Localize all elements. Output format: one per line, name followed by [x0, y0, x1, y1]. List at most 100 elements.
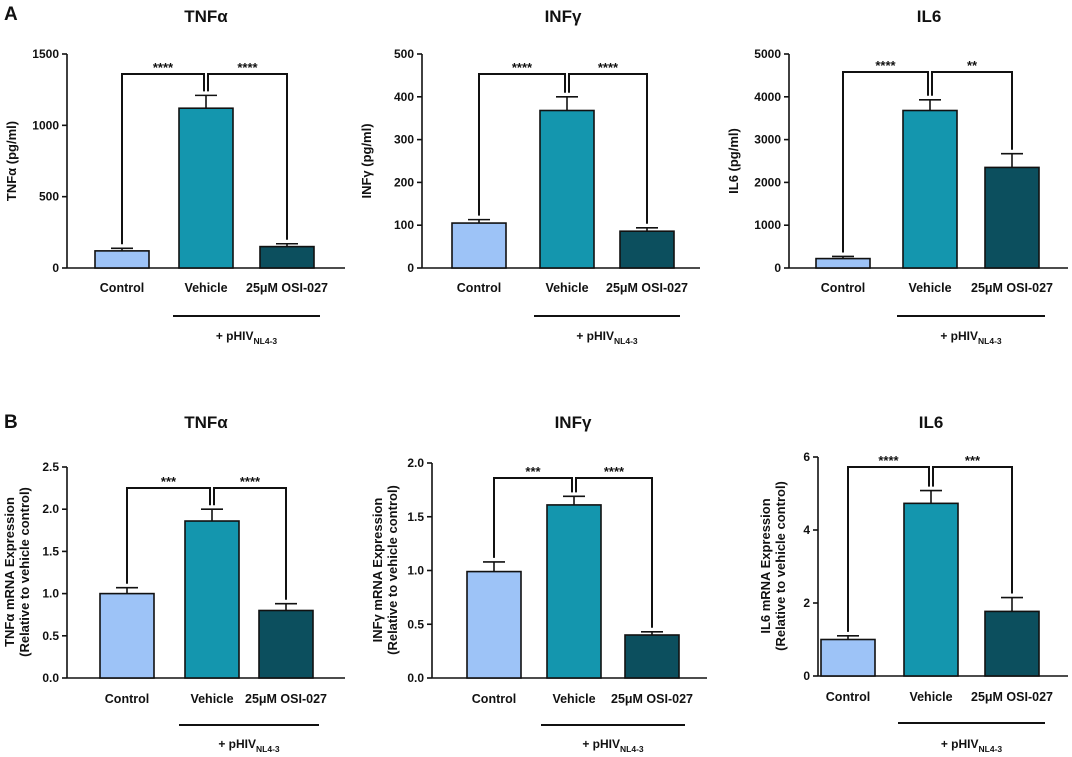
significance-label: **** [153, 60, 174, 75]
y-tick-label: 0.5 [42, 629, 59, 643]
significance-label: *** [965, 453, 981, 468]
y-tick-label: 5000 [754, 47, 781, 61]
y-axis-label-line: TNFα (pg/ml) [4, 121, 19, 201]
y-tick-label: 2000 [754, 175, 781, 189]
category-label: Control [105, 692, 149, 706]
y-axis-label-line: (Relative to vehicle control) [17, 487, 32, 657]
bar-2 [984, 166, 1040, 269]
chart-title: INFγ [545, 7, 582, 26]
category-label: Vehicle [184, 281, 227, 295]
treatment-prefix: + pHIV [218, 737, 256, 751]
significance-bracket [126, 487, 211, 584]
bar-0 [820, 638, 876, 677]
chart-5: INFγ INFγ mRNA Expression(Relative to veh… [370, 413, 707, 754]
chart-title: TNFα [184, 413, 228, 432]
y-tick-label: 0.0 [42, 671, 59, 685]
y-tick-label: 2.0 [42, 502, 59, 516]
y-tick-label: 100 [394, 218, 414, 232]
bar-2 [619, 230, 675, 269]
treatment-label: + pHIVNL4-3 [582, 737, 644, 754]
chart-2: INFγ INFγ (pg/ml) 0 100 200 300 400 500 Control V… [359, 7, 700, 346]
y-axis-label: INFγ mRNA Expression(Relative to vehicle… [370, 485, 400, 655]
y-axis-label: INFγ (pg/ml) [359, 123, 374, 198]
y-tick-label: 4 [803, 523, 810, 537]
treatment-subscript: NL4-3 [979, 744, 1003, 754]
treatment-prefix: + pHIV [582, 737, 620, 751]
y-tick-label: 0.5 [407, 617, 424, 631]
significance-bracket [847, 466, 930, 632]
bar-2 [984, 610, 1040, 677]
significance-label: **** [604, 464, 625, 479]
panel-letter-a: A [4, 4, 18, 25]
y-axis-label: IL6 mRNA Expression(Relative to vehicle … [758, 481, 788, 651]
significance-label: **** [875, 58, 896, 73]
significance-label: **** [512, 60, 533, 75]
treatment-label: + pHIVNL4-3 [576, 329, 638, 346]
y-tick-label: 200 [394, 175, 414, 189]
y-tick-label: 3000 [754, 133, 781, 147]
bar-0 [94, 250, 150, 269]
category-label: Control [472, 692, 516, 706]
chart-title: IL6 [919, 413, 944, 432]
chart-title: IL6 [917, 7, 942, 26]
category-label: Vehicle [552, 692, 595, 706]
y-tick-label: 6 [803, 450, 810, 464]
y-axis-label-line: (Relative to vehicle control) [385, 485, 400, 655]
chart-3: IL6 IL6 (pg/ml) 0 1000 2000 3000 4000 5000 Contr… [726, 7, 1068, 346]
significance-label: *** [161, 474, 177, 489]
y-axis-label-line: IL6 (pg/ml) [726, 128, 741, 194]
category-label: Control [826, 690, 870, 704]
y-tick-label: 500 [39, 190, 59, 204]
treatment-prefix: + pHIV [576, 329, 614, 343]
treatment-label: + pHIVNL4-3 [941, 737, 1003, 754]
chart-6: IL6 IL6 mRNA Expression(Relative to vehic… [758, 413, 1068, 754]
category-label: Control [100, 281, 144, 295]
category-label: Vehicle [908, 281, 951, 295]
treatment-label: + pHIVNL4-3 [218, 737, 280, 754]
category-label: Vehicle [190, 692, 233, 706]
category-label: 25μM OSI-027 [611, 692, 693, 706]
y-axis-label-line: TNFα mRNA Expression [2, 497, 17, 647]
significance-bracket [121, 73, 205, 245]
bar-2 [258, 609, 314, 679]
significance-bracket [842, 71, 929, 253]
y-axis-label-line: IL6 mRNA Expression [758, 498, 773, 633]
significance-label: **** [240, 474, 261, 489]
y-tick-label: 0 [407, 261, 414, 275]
treatment-label: + pHIVNL4-3 [940, 329, 1002, 346]
category-label: Vehicle [909, 690, 952, 704]
category-label: 25μM OSI-027 [245, 692, 327, 706]
chart-1: TNFα TNFα (pg/ml) 0 500 1000 1500 Control Vehic… [4, 7, 345, 346]
bar-0 [99, 592, 155, 679]
treatment-subscript: NL4-3 [254, 336, 278, 346]
bar-1 [903, 502, 959, 677]
bar-2 [259, 245, 315, 269]
significance-bracket [478, 73, 566, 216]
y-tick-label: 1.0 [407, 564, 424, 578]
significance-bracket [493, 477, 573, 558]
category-label: 25μM OSI-027 [971, 281, 1053, 295]
y-axis-label: IL6 (pg/ml) [726, 128, 741, 194]
treatment-subscript: NL4-3 [256, 744, 280, 754]
bar-0 [466, 570, 522, 679]
significance-bracket [932, 466, 1013, 594]
significance-bracket [207, 73, 288, 240]
y-tick-label: 1.5 [42, 544, 59, 558]
significance-label: **** [237, 60, 258, 75]
y-axis-label-line: INFγ (pg/ml) [359, 123, 374, 198]
y-tick-label: 0 [774, 261, 781, 275]
treatment-prefix: + pHIV [940, 329, 978, 343]
bar-0 [815, 257, 871, 269]
category-label: 25μM OSI-027 [246, 281, 328, 295]
y-tick-label: 2.0 [407, 456, 424, 470]
y-axis-label-line: INFγ mRNA Expression [370, 498, 385, 643]
significance-bracket [568, 73, 648, 224]
y-tick-label: 1000 [754, 218, 781, 232]
treatment-subscript: NL4-3 [620, 744, 644, 754]
significance-bracket [213, 487, 287, 600]
y-tick-label: 400 [394, 90, 414, 104]
y-tick-label: 2.5 [42, 460, 59, 474]
bar-1 [184, 520, 240, 679]
